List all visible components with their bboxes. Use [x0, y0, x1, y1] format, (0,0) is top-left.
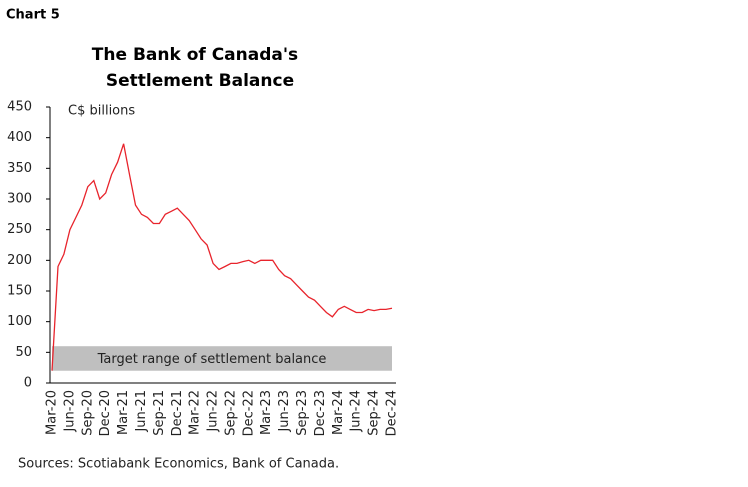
- x-tick-label: Dec-21: [170, 390, 185, 436]
- x-tick-label: Dec-20: [98, 390, 113, 436]
- x-tick-label: Mar-21: [116, 390, 131, 435]
- y-tick-label: 150: [7, 284, 32, 299]
- x-tick-label: Dec-22: [241, 390, 256, 436]
- x-tick-label: Mar-23: [259, 390, 274, 435]
- y-tick-label: 50: [15, 345, 32, 360]
- y-tick-label: 450: [7, 100, 32, 115]
- chart-title: The Bank of Canada's: [92, 45, 298, 65]
- y-tick-label: 300: [7, 192, 32, 207]
- y-axis-label: C$ billions: [68, 104, 135, 119]
- y-tick-label: 200: [7, 253, 32, 268]
- y-tick-label: 250: [7, 222, 32, 237]
- x-tick-label: Jun-24: [349, 390, 364, 433]
- x-tick-label: Mar-22: [188, 390, 203, 435]
- y-tick-label: 100: [7, 314, 32, 329]
- series-line: [51, 143, 393, 371]
- chart-title: Settlement Balance: [106, 71, 294, 91]
- x-tick-label: Sep-23: [295, 390, 310, 436]
- x-tick-label: Dec-24: [385, 390, 400, 436]
- x-tick-label: Jun-21: [134, 390, 149, 433]
- band-label: Target range of settlement balance: [97, 352, 327, 367]
- x-tick-label: Sep-21: [152, 390, 167, 436]
- chart-label: Chart 5: [6, 8, 60, 23]
- y-tick-label: 350: [7, 161, 32, 176]
- x-tick-label: Jun-23: [277, 390, 292, 433]
- x-tick-label: Sep-22: [223, 390, 238, 436]
- x-tick-label: Mar-24: [331, 390, 346, 435]
- target-band: [52, 346, 392, 371]
- x-tick-label: Sep-20: [80, 390, 95, 436]
- y-tick-label: 0: [24, 376, 32, 391]
- y-tick-label: 400: [7, 130, 32, 145]
- x-tick-label: Mar-20: [45, 390, 60, 435]
- x-tick-label: Jun-22: [206, 390, 221, 433]
- x-tick-label: Jun-20: [62, 390, 77, 433]
- x-tick-label: Sep-24: [367, 390, 382, 436]
- source: Sources: Scotiabank Economics, Bank of C…: [18, 457, 339, 472]
- x-tick-label: Dec-23: [313, 390, 328, 436]
